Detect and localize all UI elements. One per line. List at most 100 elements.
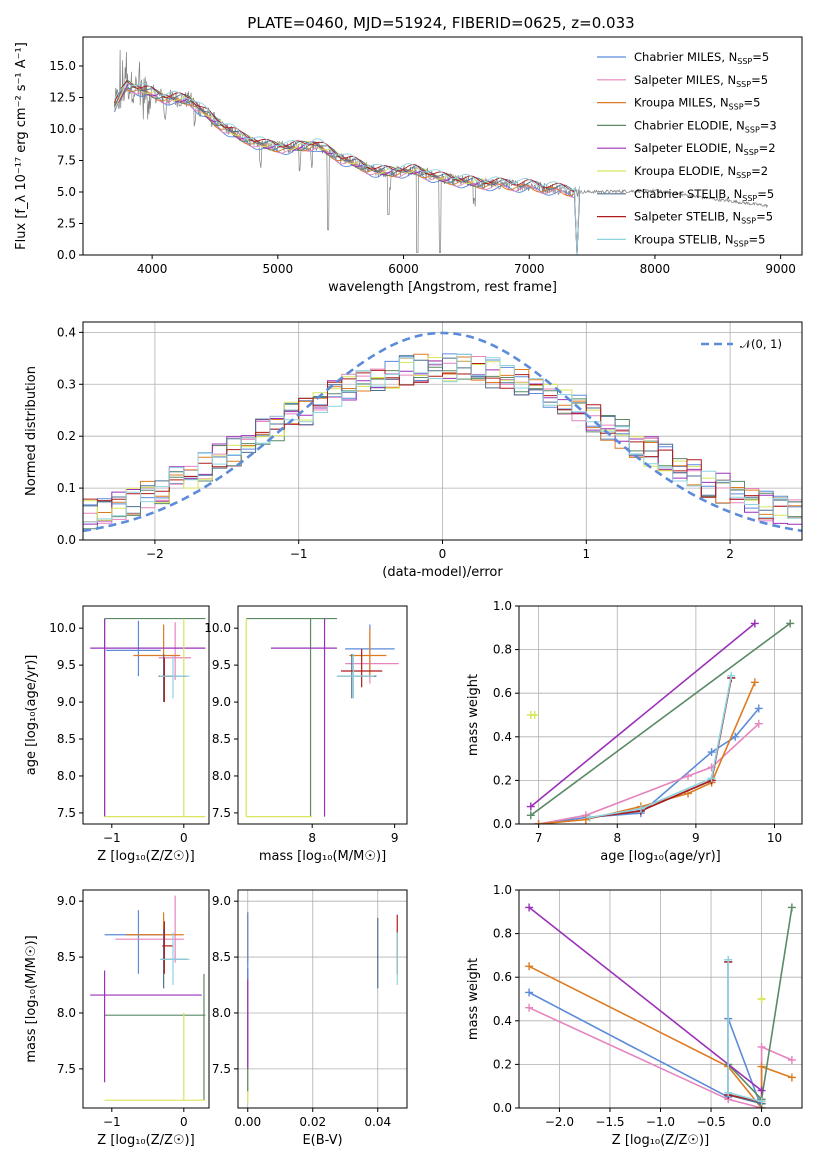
weight-vs-age-marker-0-3	[707, 748, 716, 757]
weight-vs-age-marker-1-2	[684, 772, 693, 781]
legend-subscript-2: SSP	[729, 103, 744, 112]
weight-vs-age-marker-8-0	[585, 813, 594, 822]
weight-vs-Z-ytick-label-4: 0.8	[493, 927, 512, 941]
legend-label-7: Salpeter STELIB, NSSP=5	[634, 210, 773, 226]
weight-vs-age-marker-2-0	[534, 820, 543, 824]
weight-vs-age-ytick-label-1: 0.2	[493, 773, 512, 787]
normal-reference-curve	[83, 331, 802, 533]
legend-name-7: Salpeter STELIB, N	[634, 210, 741, 224]
mass-vs-Z-xtick-label-1: 0	[180, 1115, 188, 1129]
legend-name-5: Kroupa ELODIE, N	[634, 164, 736, 178]
spectrum-xtick-label-3: 7000	[514, 262, 545, 276]
legend-label-2: Kroupa MILES, NSSP=5	[634, 96, 760, 112]
legend-name-0: Chabrier MILES, N	[634, 50, 737, 64]
residuals-ylabel: Normed distribution	[24, 366, 39, 496]
weight-vs-Z-marker-1-0	[525, 1003, 534, 1012]
age-vs-mass-ytick-label-0: 7.5	[212, 806, 231, 820]
mass-vs-ebv-plot-area	[247, 912, 398, 1103]
weight-vs-Z-marker-5-1	[757, 995, 766, 1003]
weight-vs-Z-series-2	[528, 965, 793, 1108]
mass-vs-Z-xtick-label-0: −1	[103, 1115, 121, 1129]
legend-name-2: Kroupa MILES, N	[634, 96, 729, 110]
legend-nssp-0: =5	[752, 50, 769, 64]
mass-vs-Z-ytick-label-1: 8.0	[57, 1006, 76, 1020]
weight-vs-Z-marker-1-4	[787, 1056, 796, 1065]
weight-vs-Z-plot-area	[525, 903, 796, 1108]
weight-vs-age-ytick-label-2: 0.4	[493, 730, 512, 744]
age-vs-mass-xtick-label-1: 9	[391, 831, 399, 845]
spectrum-plot-area	[113, 49, 769, 255]
weight-vs-Z-series-3	[727, 907, 793, 1102]
model-spectrum-8	[114, 82, 580, 255]
residuals-xtick-label-1: −1	[290, 547, 308, 561]
weight-vs-Z-series-1	[528, 1006, 793, 1108]
mass-vs-ebv-xtick-label-2: 0.04	[364, 1115, 391, 1129]
legend-label-4: Salpeter ELODIE, NSSP=2	[634, 141, 776, 157]
weight-vs-age-frame	[518, 605, 803, 825]
legend-subscript-4: SSP	[744, 148, 759, 157]
legend-label-1: Salpeter MILES, NSSP=5	[634, 73, 768, 89]
age-vs-Z-ytick-label-1: 8.0	[57, 769, 76, 783]
legend-subscript-3: SSP	[745, 125, 760, 134]
legend-label-5: Kroupa ELODIE, NSSP=2	[634, 164, 768, 180]
residuals-xtick-label-3: 1	[582, 547, 590, 561]
age-vs-Z-ytick-label-5: 10.0	[49, 621, 76, 635]
residuals-ytick-label-1: 0.1	[57, 481, 76, 495]
legend-subscript-8: SSP	[734, 239, 749, 248]
model-spectrum-2	[114, 88, 580, 255]
age-vs-mass-ytick-label-5: 10.0	[204, 621, 231, 635]
weight-vs-age-xlabel: age [log₁₀(age/yr)]	[600, 849, 721, 864]
reference-legend-label: 𝒩(0, 1)	[740, 337, 782, 351]
mass-vs-Z-ytick-label-2: 8.5	[57, 950, 76, 964]
weight-vs-Z-series-4	[528, 906, 763, 1092]
spectrum-ytick-label-4: 10.0	[49, 122, 76, 136]
weight-vs-Z-ytick-label-2: 0.4	[493, 1014, 512, 1028]
weight-vs-Z-marker-2-3	[757, 1062, 766, 1071]
weight-vs-age-series-3	[530, 622, 791, 816]
weight-vs-age-plot-area	[526, 619, 795, 824]
legend-nssp-5: =2	[751, 164, 768, 178]
spectrum-xtick-label-1: 5000	[263, 262, 294, 276]
model-spectrum-0	[113, 85, 580, 255]
age-vs-Z-ytick-label-0: 7.5	[57, 806, 76, 820]
spectrum-ytick-label-2: 5.0	[57, 185, 76, 199]
legend-nssp-8: =5	[749, 232, 766, 246]
weight-vs-Z-ytick-label-5: 1.0	[493, 883, 512, 897]
residual-legend: 𝒩(0, 1)	[701, 337, 782, 351]
mass-vs-Z-plot-area	[90, 895, 206, 1101]
age-vs-Z-ylabel: age [log₁₀(age/yr)]	[24, 655, 39, 776]
mass-vs-ebv-frame	[237, 889, 408, 1109]
age-vs-Z-frame	[82, 605, 210, 825]
weight-vs-age-series-4	[530, 622, 756, 808]
spectrum-xtick-label-2: 6000	[388, 262, 419, 276]
spectrum-xtick-label-4: 8000	[640, 262, 671, 276]
weight-vs-age-ytick-label-0: 0.0	[493, 817, 512, 831]
mass-vs-ebv-xtick-label-1: 0.02	[299, 1115, 326, 1129]
weight-vs-age-series-0	[538, 707, 760, 824]
legend-label-0: Chabrier MILES, NSSP=5	[634, 50, 769, 66]
legend-subscript-7: SSP	[741, 217, 756, 226]
weight-vs-Z-xtick-label-1: −1.5	[595, 1115, 624, 1129]
weight-vs-Z-series-0	[528, 991, 763, 1108]
age-vs-mass-frame	[237, 605, 408, 825]
mass-vs-ebv-panel: 0.00 0.02 0.04 7.5 8.0 8.5 9.0 E(B-V)	[212, 889, 408, 1148]
residuals-xtick-label-0: −2	[146, 547, 164, 561]
mass-vs-ebv-ytick-label-1: 8.0	[212, 1006, 231, 1020]
spectrum-ytick-label-1: 2.5	[57, 216, 76, 230]
weight-vs-Z-xtick-label-0: −2.0	[545, 1115, 574, 1129]
mass-vs-ebv-xlabel: E(B-V)	[302, 1133, 342, 1148]
age-vs-Z-xtick-label-1: 0	[180, 831, 188, 845]
weight-vs-age-xtick-label-1: 8	[613, 831, 621, 845]
model-spectrum-7	[113, 80, 580, 255]
figure-title: PLATE=0460, MJD=51924, FIBERID=0625, z=0…	[247, 14, 634, 32]
weight-vs-age-ytick-label-3: 0.6	[493, 686, 512, 700]
weight-vs-age-marker-8-2	[707, 774, 716, 783]
weight-vs-Z-ytick-label-0: 0.0	[493, 1101, 512, 1115]
mass-vs-Z-panel: −1 0 7.5 8.0 8.5 9.0 Z [log₁₀(Z/Z☉)] mass [log₁…	[24, 889, 210, 1148]
residuals-ytick-label-3: 0.3	[57, 377, 76, 391]
legend-name-1: Salpeter MILES, N	[634, 73, 736, 87]
weight-vs-age-marker-0-4	[731, 732, 740, 741]
residual-histogram-8	[83, 353, 802, 540]
